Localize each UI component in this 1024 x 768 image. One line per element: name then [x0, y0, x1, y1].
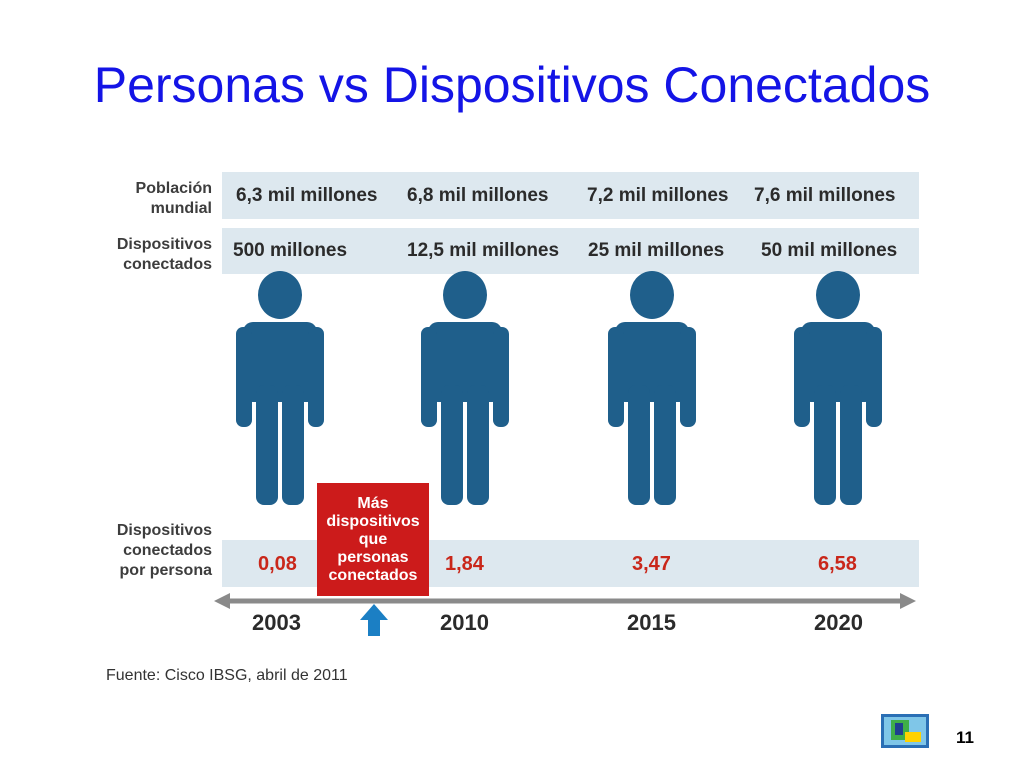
ratio-label-text: Dispositivos conectados por persona	[116, 522, 212, 579]
devices-label-text: Dispositivos conectados	[116, 236, 212, 273]
devices-2010: 12,5 mil millones	[407, 240, 560, 261]
person-icon-2003	[236, 271, 324, 505]
logo-icon	[881, 714, 929, 748]
ratio-2003: 0,08	[258, 553, 297, 575]
population-2010: 6,8 mil millones	[407, 185, 549, 206]
population-row-label: Población mundial	[96, 179, 212, 219]
person-icon-2015	[608, 271, 696, 505]
ratio-2010: 1,84	[445, 553, 484, 575]
ratio-2015: 3,47	[632, 553, 671, 575]
timeline-axis	[214, 593, 916, 609]
up-arrow-icon	[360, 604, 388, 636]
year-2003: 2003	[252, 610, 301, 635]
devices-2003: 500 millones	[233, 240, 348, 261]
person-icon-2020	[794, 271, 882, 505]
ratio-row-label: Dispositivos conectados por persona	[96, 521, 212, 581]
callout-text: Más dispositivos que personas conectados	[326, 494, 420, 584]
population-band	[222, 172, 919, 219]
page-number: 11	[956, 728, 974, 747]
person-icon-2010	[421, 271, 509, 505]
devices-2020: 50 mil millones	[761, 240, 898, 261]
year-2010: 2010	[440, 610, 489, 635]
ratio-2020: 6,58	[818, 553, 857, 575]
source-note: Fuente: Cisco IBSG, abril de 2011	[106, 667, 348, 684]
population-label-text: Población mundial	[135, 180, 212, 217]
year-2015: 2015	[627, 610, 676, 635]
slide-title: Personas vs Dispositivos Conectados	[93, 57, 931, 113]
year-2020: 2020	[814, 610, 863, 635]
population-2003: 6,3 mil millones	[236, 185, 378, 206]
population-2020: 7,6 mil millones	[754, 185, 896, 206]
callout-box: Más dispositivos que personas conectados	[317, 483, 429, 596]
population-2015: 7,2 mil millones	[587, 185, 729, 206]
devices-row-label: Dispositivos conectados	[96, 235, 212, 275]
devices-band	[222, 228, 919, 274]
devices-2015: 25 mil millones	[588, 240, 725, 261]
